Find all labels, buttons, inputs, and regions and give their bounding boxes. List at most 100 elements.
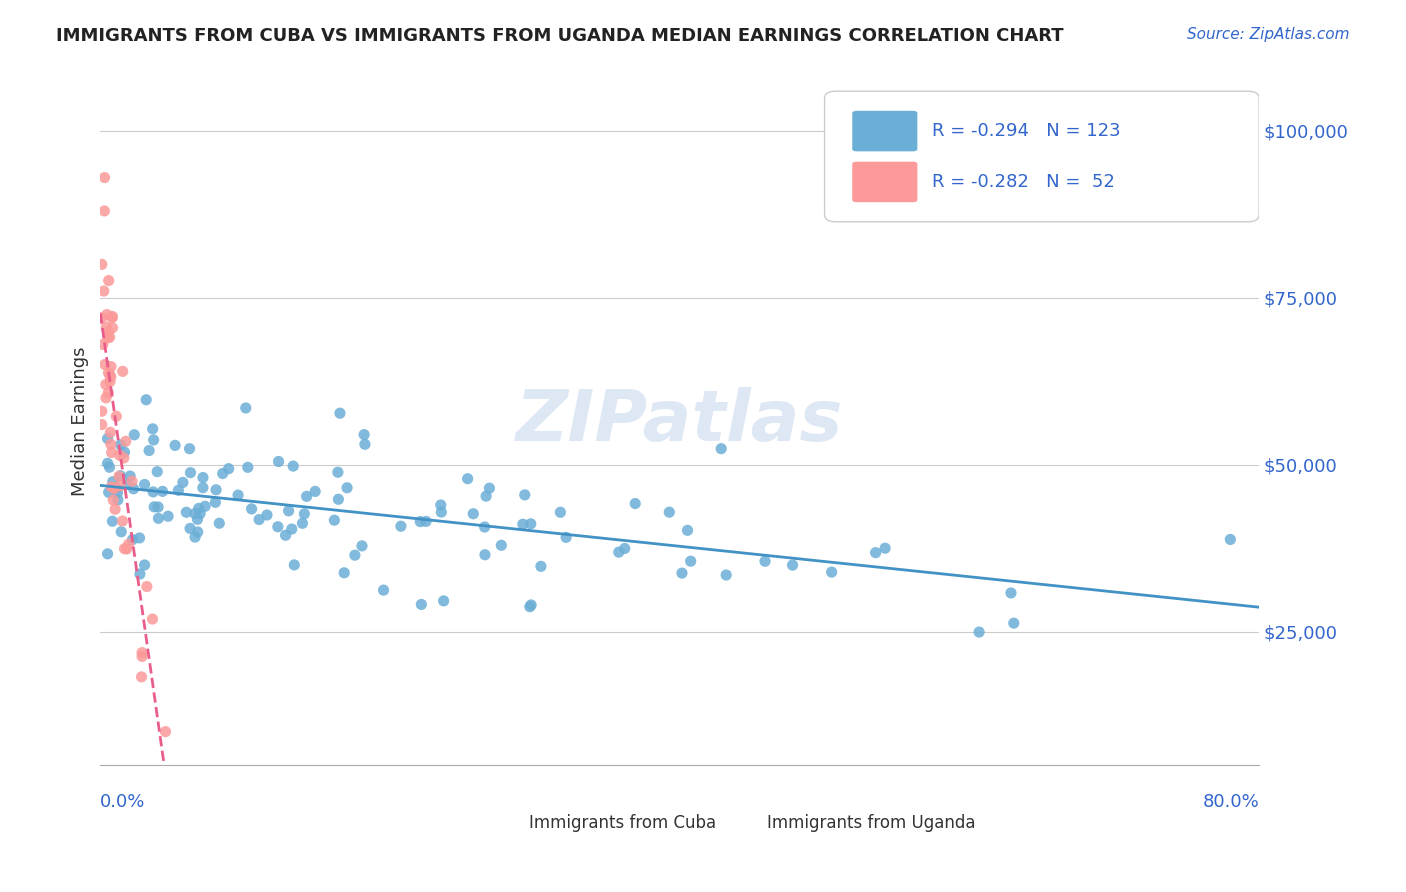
Point: [277, 504, 299, 518]
Point: [336, 481, 359, 495]
Point: [142, 433, 165, 447]
Point: [411, 598, 433, 612]
Point: [512, 517, 534, 532]
Point: [128, 531, 150, 545]
Point: [108, 448, 131, 462]
Point: [875, 541, 897, 556]
Point: [415, 515, 437, 529]
Point: [165, 438, 187, 452]
Point: [98, 368, 121, 383]
Point: [97, 325, 120, 339]
Point: [131, 646, 153, 660]
Point: [97, 485, 120, 500]
Point: [191, 481, 214, 495]
Point: [93, 203, 115, 218]
Point: [754, 554, 776, 568]
Point: [118, 537, 141, 551]
Point: [142, 484, 165, 499]
Point: [329, 406, 352, 420]
Point: [96, 320, 118, 334]
Point: [186, 512, 208, 526]
Y-axis label: Median Earnings: Median Earnings: [72, 346, 89, 496]
Point: [100, 437, 122, 451]
Point: [112, 450, 135, 465]
Point: [350, 539, 373, 553]
Point: [283, 459, 305, 474]
Point: [283, 558, 305, 572]
FancyBboxPatch shape: [703, 803, 758, 844]
Point: [115, 477, 138, 491]
Text: Immigrants from Cuba: Immigrants from Cuba: [529, 814, 716, 832]
Point: [267, 520, 290, 534]
Point: [94, 358, 117, 372]
Point: [120, 469, 142, 483]
Point: [157, 509, 180, 524]
Point: [94, 377, 117, 392]
Point: [429, 498, 451, 512]
Point: [97, 331, 120, 345]
Point: [176, 505, 198, 519]
Point: [323, 513, 346, 527]
Point: [714, 568, 737, 582]
Point: [191, 470, 214, 484]
Point: [624, 497, 647, 511]
Point: [343, 548, 366, 562]
Point: [108, 479, 131, 493]
Point: [105, 409, 128, 424]
Point: [475, 489, 498, 503]
Point: [114, 445, 136, 459]
Point: [280, 522, 302, 536]
Point: [146, 500, 169, 514]
Point: [110, 468, 132, 483]
Text: 0.0%: 0.0%: [100, 792, 146, 811]
Point: [111, 364, 134, 378]
Point: [100, 480, 122, 494]
Point: [101, 310, 124, 325]
Point: [104, 481, 127, 495]
Point: [110, 524, 132, 539]
Point: [184, 530, 207, 544]
FancyBboxPatch shape: [851, 110, 918, 153]
Point: [304, 484, 326, 499]
Point: [354, 437, 377, 451]
Point: [131, 649, 153, 664]
Point: [267, 454, 290, 468]
Point: [143, 500, 166, 514]
FancyBboxPatch shape: [824, 91, 1260, 222]
Point: [328, 492, 350, 507]
Point: [148, 511, 170, 525]
Point: [100, 425, 122, 440]
Point: [292, 507, 315, 521]
Point: [218, 461, 240, 475]
Point: [115, 541, 138, 556]
Point: [90, 417, 112, 432]
Point: [100, 445, 122, 459]
Point: [142, 422, 165, 436]
Point: [131, 670, 153, 684]
Point: [430, 505, 453, 519]
Point: [103, 482, 125, 496]
Point: [247, 512, 270, 526]
Point: [172, 475, 194, 490]
Point: [613, 541, 636, 556]
Point: [111, 514, 134, 528]
Point: [821, 565, 844, 579]
Point: [226, 488, 249, 502]
Text: IMMIGRANTS FROM CUBA VS IMMIGRANTS FROM UGANDA MEDIAN EARNINGS CORRELATION CHART: IMMIGRANTS FROM CUBA VS IMMIGRANTS FROM …: [56, 27, 1064, 45]
Point: [101, 475, 124, 489]
Point: [205, 483, 228, 497]
Point: [457, 472, 479, 486]
Point: [97, 456, 120, 470]
Point: [100, 359, 122, 374]
Point: [152, 484, 174, 499]
Point: [98, 460, 121, 475]
Point: [671, 566, 693, 581]
Point: [114, 434, 136, 449]
Point: [101, 514, 124, 528]
Point: [94, 391, 117, 405]
Point: [474, 548, 496, 562]
Point: [134, 558, 156, 572]
Point: [333, 566, 356, 580]
Point: [513, 488, 536, 502]
Point: [96, 308, 118, 322]
